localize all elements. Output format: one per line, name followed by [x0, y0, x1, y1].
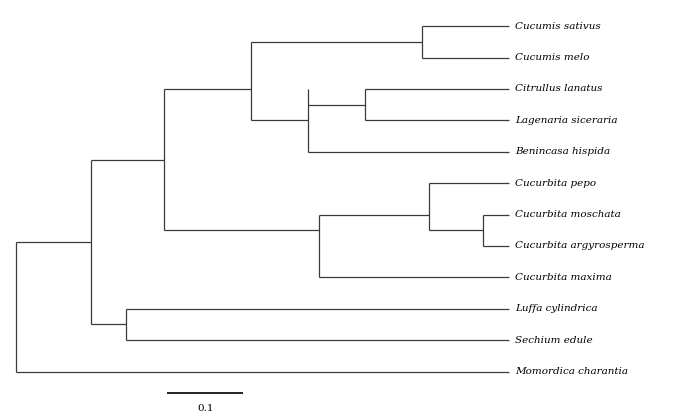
Text: Momordica charantia: Momordica charantia [515, 367, 628, 376]
Text: Cucurbita maxima: Cucurbita maxima [515, 273, 612, 282]
Text: Cucurbita pepo: Cucurbita pepo [515, 178, 596, 188]
Text: 0.1: 0.1 [197, 404, 214, 413]
Text: Citrullus lanatus: Citrullus lanatus [515, 84, 603, 93]
Text: Cucumis sativus: Cucumis sativus [515, 22, 601, 31]
Text: Cucurbita moschata: Cucurbita moschata [515, 210, 621, 219]
Text: Sechium edule: Sechium edule [515, 336, 593, 345]
Text: Benincasa hispida: Benincasa hispida [515, 147, 610, 156]
Text: Cucumis melo: Cucumis melo [515, 53, 590, 62]
Text: Lagenaria siceraria: Lagenaria siceraria [515, 116, 618, 125]
Text: Cucurbita argyrosperma: Cucurbita argyrosperma [515, 241, 645, 250]
Text: Luffa cylindrica: Luffa cylindrica [515, 304, 598, 313]
